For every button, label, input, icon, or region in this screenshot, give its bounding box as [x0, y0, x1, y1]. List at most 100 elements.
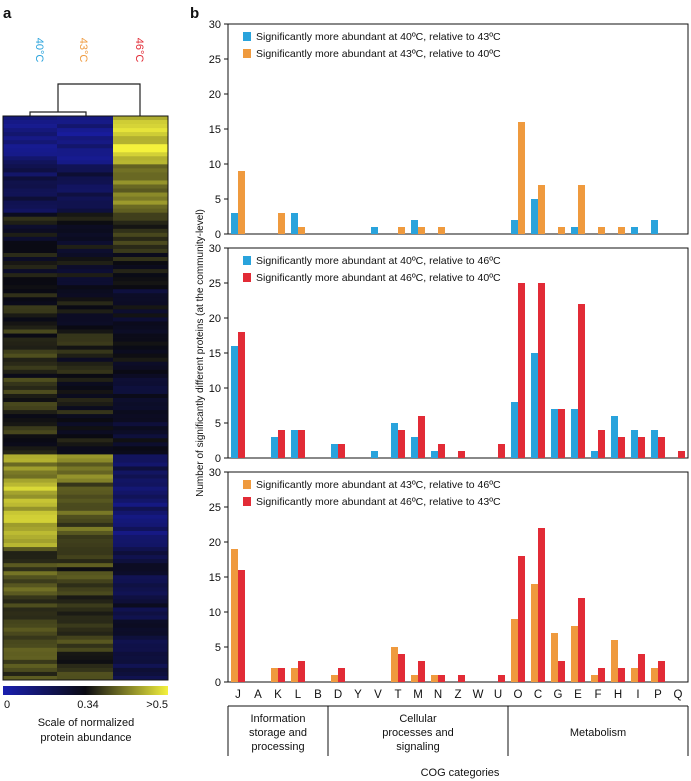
- heatmap-cell: [113, 498, 168, 504]
- heatmap-cell: [57, 148, 113, 153]
- heatmap-cell: [3, 530, 57, 536]
- heatmap-cell: [3, 502, 57, 508]
- bar: [538, 283, 545, 458]
- bar: [498, 675, 505, 682]
- heatmap-cell: [57, 136, 113, 141]
- x-tick-label: C: [534, 689, 542, 701]
- heatmap-cell: [3, 555, 57, 560]
- heatmap-cell: [57, 369, 113, 375]
- heatmap-cell: [113, 579, 168, 584]
- bar: [638, 437, 645, 458]
- heatmap-cell: [57, 438, 113, 443]
- heatmap-cell: [3, 563, 57, 568]
- heatmap-cell: [57, 583, 113, 588]
- heatmap-cell: [113, 599, 168, 604]
- heatmap-cell: [113, 639, 168, 645]
- heatmap-cell: [113, 136, 168, 141]
- bar: [438, 675, 445, 682]
- heatmap-cell: [113, 341, 168, 347]
- heatmap-cell: [57, 651, 113, 657]
- bar: [571, 227, 578, 234]
- heatmap-cell: [3, 353, 57, 359]
- heatmap-cell: [57, 309, 113, 314]
- heatmap-cell: [57, 543, 113, 548]
- heatmap-cell: [3, 506, 57, 512]
- heatmap-cell: [113, 414, 168, 419]
- heatmap-cell: [3, 140, 57, 145]
- heatmap-cell: [113, 619, 168, 624]
- heatmap-cell: [57, 647, 113, 653]
- heatmap-cell: [113, 176, 168, 181]
- heatmap-cell: [113, 526, 168, 532]
- heatmap-cell: [57, 257, 113, 262]
- bar: [238, 171, 245, 234]
- heatmap-cell: [57, 381, 113, 387]
- heatmap-cell: [113, 265, 168, 270]
- heatmap-cell: [3, 361, 57, 367]
- heatmap-cell: [3, 265, 57, 270]
- heatmap-cell: [113, 559, 168, 564]
- heatmap-cell: [113, 337, 168, 342]
- heatmap-cell: [3, 236, 57, 242]
- heatmap-cell: [57, 265, 113, 270]
- bar: [291, 430, 298, 458]
- heatmap-cell: [113, 385, 168, 391]
- heatmap-cell: [57, 393, 113, 399]
- heatmap-cell: [57, 152, 113, 157]
- heatmap-cell: [3, 663, 57, 669]
- heatmap-cell: [3, 611, 57, 616]
- x-tick-label: M: [413, 689, 423, 701]
- heatmap-cell: [113, 309, 168, 314]
- heatmap-cell: [3, 192, 57, 197]
- heatmap-cell: [113, 514, 168, 520]
- heatmap-cell: [113, 623, 168, 629]
- y-tick-label: 10: [209, 607, 221, 619]
- heatmap-cell: [113, 281, 168, 286]
- heatmap-cell: [57, 667, 113, 673]
- bar: [411, 220, 418, 234]
- heatmap-cell: [113, 208, 168, 214]
- heatmap-cell: [113, 305, 168, 310]
- heatmap-cell: [3, 599, 57, 604]
- heatmap-cell: [3, 228, 57, 234]
- heatmap-cell: [3, 301, 57, 306]
- bar: [658, 661, 665, 682]
- heatmap-cell: [113, 313, 168, 318]
- heatmap-cell: [3, 486, 57, 492]
- heatmap-cell: [57, 373, 113, 379]
- heatmap-cell: [113, 647, 168, 653]
- heatmap-cell: [3, 647, 57, 653]
- heatmap-cell: [57, 269, 113, 274]
- heatmap-cell: [3, 257, 57, 262]
- heatmap-cell: [113, 490, 168, 496]
- heatmap-cell: [57, 208, 113, 214]
- heatmap-cell: [57, 273, 113, 278]
- heatmap-cell: [57, 377, 113, 383]
- heatmap-cell: [3, 277, 57, 282]
- heatmap-cell: [113, 252, 168, 258]
- bar: [411, 437, 418, 458]
- bar-panels: 0 5 10 15 20 25 30 Significantly more abundant …: [209, 19, 689, 701]
- x-tick-label: I: [636, 689, 639, 701]
- heatmap-cell: [57, 398, 113, 403]
- heatmap-cell: [57, 571, 113, 576]
- heatmap-cell: [57, 156, 113, 161]
- heatmap-cell: [113, 655, 168, 661]
- heatmap-cell: [113, 422, 168, 427]
- bar: [418, 416, 425, 458]
- heatmap-cell: [57, 124, 113, 129]
- heatmap-cell: [3, 116, 57, 121]
- bar: [418, 227, 425, 234]
- legend-label: Significantly more abundant at 40ºC, rel…: [256, 31, 501, 43]
- heatmap-cell: [113, 547, 168, 552]
- heatmap-cell: [57, 277, 113, 282]
- heatmap-cell: [113, 635, 168, 641]
- heatmap-cell: [57, 228, 113, 234]
- heatmap-cell: [57, 116, 113, 121]
- y-tick-label: 25: [209, 502, 221, 514]
- bar: [651, 220, 658, 234]
- sample-label-46: 46°C: [133, 38, 145, 63]
- y-tick-label: 0: [215, 677, 221, 689]
- heatmap-cell: [57, 567, 113, 572]
- heatmap-cell: [3, 567, 57, 572]
